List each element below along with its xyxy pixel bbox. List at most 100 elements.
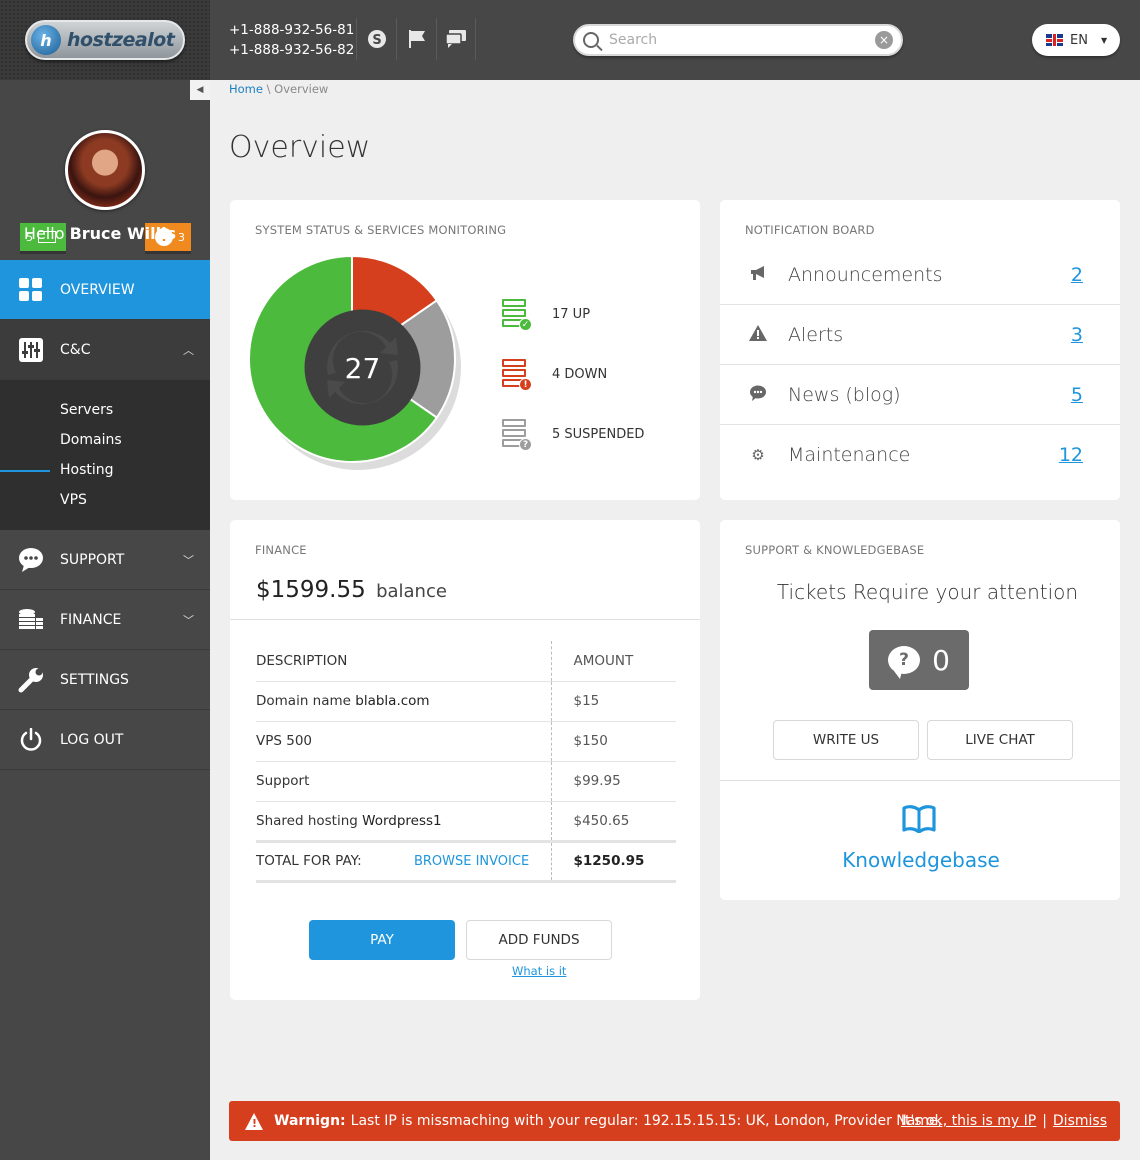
status-up[interactable]: ✓ 17 UP [502, 284, 644, 344]
server-up-icon: ✓ [502, 299, 532, 331]
balance-amount: $1599.55 [256, 577, 366, 603]
top-icons: S [356, 18, 476, 60]
status-down-label: 4 DOWN [552, 366, 608, 382]
row-description-prefix: Shared hosting [256, 812, 363, 829]
language-select[interactable]: EN ▼ [1032, 24, 1120, 56]
sidebar: h hostzealot ◀ 5 ! 3 Hello Bruce Willis … [0, 0, 210, 1160]
sidebar-item-support[interactable]: SUPPORT ﹀ [0, 530, 210, 590]
logo-text: hostzealot [67, 29, 175, 51]
sidebar-item-label: C&C [60, 341, 91, 358]
total-row: TOTAL FOR PAY: BROWSE INVOICE $1250.95 [256, 839, 676, 883]
pay-button[interactable]: PAY [309, 920, 455, 960]
card-title: FINANCE [255, 543, 307, 557]
user-name: Bruce Willis [69, 224, 177, 243]
notification-list: Announcements 2 Alerts 3 News (blog) 5 ⚙… [720, 245, 1120, 485]
sidebar-item-finance[interactable]: FINANCE ﹀ [0, 590, 210, 650]
server-suspended-icon: ? [502, 419, 532, 451]
greeting-text: Hello [23, 224, 65, 243]
warning-icon: ! [245, 1112, 263, 1130]
refresh-icon [327, 330, 398, 375]
row-amount: $99.95 [550, 761, 676, 802]
row-description: VPS 500 [256, 721, 551, 762]
gear-icon: ⚙ [751, 446, 765, 464]
warning-actions: It's ok, this is my IP | Dismiss [901, 1113, 1107, 1129]
grid-icon [18, 277, 44, 303]
table-row: Support $99.95 [256, 761, 676, 802]
clear-search-icon[interactable]: × [875, 31, 893, 49]
chat-icon[interactable] [436, 18, 476, 60]
sliders-icon [18, 337, 44, 363]
balance-label: balance [376, 581, 447, 602]
search-input[interactable] [609, 32, 875, 48]
submenu-item-vps[interactable]: VPS [60, 492, 87, 508]
table-row: VPS 500 $150 [256, 721, 676, 762]
write-us-button[interactable]: WRITE US [773, 720, 919, 760]
breadcrumb-home[interactable]: Home [229, 82, 263, 96]
table-row: Shared hosting Wordpress1 $450.65 [256, 801, 676, 842]
chevron-down-icon: ﹀ [183, 553, 194, 567]
coins-icon [18, 607, 44, 633]
notification-label: Announcements [788, 263, 943, 286]
greeting: Hello Bruce Willis [0, 224, 200, 243]
notification-count[interactable]: 3 [1070, 323, 1083, 346]
sidebar-item-logout[interactable]: LOG OUT [0, 710, 210, 770]
tickets-counter[interactable]: ? 0 [869, 630, 969, 690]
live-chat-button[interactable]: LIVE CHAT [927, 720, 1073, 760]
column-header-amount: AMOUNT [550, 641, 676, 682]
avatar[interactable] [65, 130, 145, 210]
status-suspended[interactable]: ? 5 SUSPENDED [502, 404, 644, 464]
total-amount: $1250.95 [550, 839, 676, 883]
messages-badge[interactable]: 5 [20, 223, 66, 251]
sidebar-item-cc[interactable]: C&C ︿ [0, 320, 210, 380]
browse-invoice-link[interactable]: BROWSE INVOICE [413, 854, 530, 869]
sidebar-item-label: SETTINGS [60, 671, 129, 688]
logo-area: h hostzealot [0, 0, 210, 80]
invoice-table: DESCRIPTION AMOUNT Domain name blabla.co… [256, 641, 676, 883]
row-description: Shared hosting Wordpress1 [256, 801, 551, 842]
submenu-item-servers[interactable]: Servers [60, 402, 114, 418]
breadcrumb-current: Overview [274, 82, 329, 96]
exclamation-icon: ! [155, 228, 173, 246]
alerts-badge[interactable]: ! 3 [145, 223, 191, 251]
language-value: EN [1070, 32, 1088, 48]
top-bar: +1-888-932-56-81 +1-888-932-56-82 S × EN… [210, 0, 1140, 80]
mail-icon [38, 231, 56, 243]
notification-maintenance[interactable]: ⚙ Maintenance 12 [720, 425, 1120, 485]
speech-icon [748, 385, 768, 405]
question-bubble-icon: ? [888, 646, 921, 679]
what-is-it-link[interactable]: What is it [512, 964, 567, 978]
submenu-item-hosting[interactable]: Hosting [0, 455, 210, 485]
notification-announcements[interactable]: Announcements 2 [720, 245, 1120, 305]
notification-count[interactable]: 5 [1070, 383, 1083, 406]
sidebar-item-settings[interactable]: SETTINGS [0, 650, 210, 710]
chevron-down-icon: ﹀ [183, 613, 194, 627]
search-box: × [573, 24, 903, 56]
notification-board-card: NOTIFICATION BOARD Announcements 2 Alert… [720, 200, 1120, 500]
notification-news[interactable]: News (blog) 5 [720, 365, 1120, 425]
card-title: SYSTEM STATUS & SERVICES MONITORING [255, 223, 507, 237]
knowledgebase-link[interactable]: Knowledgebase [842, 848, 1000, 872]
submenu-item-domains[interactable]: Domains [60, 432, 122, 448]
caret-down-icon: ▼ [1100, 35, 1108, 45]
sidebar-item-label: LOG OUT [60, 731, 124, 748]
notification-count[interactable]: 12 [1058, 444, 1083, 466]
row-description-prefix: VPS 500 [256, 733, 313, 749]
collapse-sidebar-button[interactable]: ◀ [190, 80, 210, 100]
power-icon [18, 727, 44, 753]
status-down[interactable]: ! 4 DOWN [502, 344, 644, 404]
breadcrumb-separator: \ [266, 82, 271, 96]
logo[interactable]: h hostzealot [25, 20, 185, 60]
dismiss-link[interactable]: Dismiss [1052, 1113, 1107, 1129]
notification-alerts[interactable]: Alerts 3 [720, 305, 1120, 365]
sidebar-item-label: OVERVIEW [60, 281, 135, 298]
add-funds-button[interactable]: ADD FUNDS [466, 920, 612, 960]
row-description: Support [256, 761, 551, 802]
skype-icon[interactable]: S [356, 18, 396, 60]
notification-count[interactable]: 2 [1070, 263, 1083, 286]
confirm-ip-link[interactable]: It's ok, this is my IP [900, 1113, 1037, 1129]
sidebar-item-label: FINANCE [60, 611, 122, 628]
cc-submenu: Servers Domains Hosting VPS [0, 380, 210, 530]
sidebar-item-overview[interactable]: OVERVIEW [0, 260, 210, 320]
row-description-name: Wordpress1 [362, 812, 442, 829]
flag-icon[interactable] [396, 18, 436, 60]
